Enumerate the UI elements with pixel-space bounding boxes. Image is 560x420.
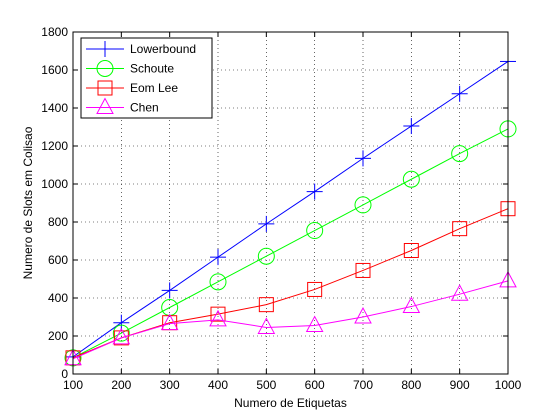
square-marker	[210, 306, 226, 322]
series-schoute	[64, 120, 517, 367]
legend-entry-lowerbound: Lowerbound	[86, 41, 196, 57]
x-tick-label: 900	[450, 378, 470, 392]
circle-marker	[112, 324, 130, 342]
x-tick-label: 1000	[495, 378, 522, 392]
y-tick-label: 1600	[41, 63, 68, 77]
plus-marker	[210, 249, 226, 266]
square-marker	[113, 330, 129, 346]
legend: Lowerbound Schoute Eom Lee Chen	[80, 37, 213, 119]
square-marker	[97, 80, 113, 96]
circle-marker	[354, 196, 372, 214]
legend-label: Chen	[130, 101, 159, 115]
legend-label: Lowerbound	[130, 42, 196, 56]
legend-entry-eom-lee: Eom Lee	[86, 80, 178, 96]
y-axis-label: Numero de Slots em Colisao	[21, 126, 35, 279]
square-marker	[258, 297, 274, 313]
plot-border	[72, 31, 509, 375]
triangle-marker	[160, 313, 179, 331]
triangle-marker	[209, 309, 227, 327]
axis-ticks: 100 200 300 400 500 600 700 800 900 1000 0 200 400 60…	[41, 25, 521, 392]
plus-marker	[258, 215, 275, 232]
series-lowerbound	[65, 53, 516, 365]
y-tick-label: 1200	[41, 139, 68, 153]
triangle-marker	[257, 317, 276, 334]
x-tick-label: 500	[256, 378, 276, 392]
circle-marker	[402, 170, 420, 188]
square-marker	[403, 243, 419, 258]
plus-marker	[355, 150, 371, 167]
legend-label: Eom Lee	[130, 81, 178, 95]
plus-marker	[161, 282, 178, 299]
y-tick-label: 800	[48, 215, 68, 229]
x-tick-label: 800	[401, 378, 421, 392]
circle-marker	[451, 145, 469, 163]
plus-marker	[451, 85, 468, 102]
legend-label: Schoute	[130, 62, 174, 76]
legend-entry-chen: Chen	[86, 97, 159, 115]
x-tick-label: 300	[160, 378, 180, 392]
y-tick-label: 1800	[41, 25, 68, 39]
y-tick-label: 0	[61, 367, 68, 381]
triangle-marker	[112, 327, 131, 345]
series-line-chen	[72, 280, 509, 360]
circle-marker	[306, 222, 324, 240]
y-tick-label: 400	[48, 291, 68, 305]
square-marker	[355, 262, 371, 278]
triangle-marker	[305, 315, 324, 333]
legend-entry-schoute: Schoute	[86, 60, 174, 77]
square-marker	[307, 281, 323, 297]
x-tick-label: 100	[63, 378, 83, 392]
triangle-marker	[402, 296, 421, 314]
triangle-marker	[450, 284, 469, 301]
triangle-marker	[96, 97, 114, 114]
y-tick-label: 1400	[41, 101, 68, 115]
series-layer	[64, 53, 517, 367]
x-axis-label: Numero de Etiquetas	[234, 396, 347, 410]
x-tick-label: 200	[111, 378, 131, 392]
series-line-schoute	[72, 128, 509, 359]
triangle-marker	[354, 306, 372, 324]
y-tick-label: 600	[48, 253, 68, 267]
plus-marker	[306, 183, 323, 200]
x-tick-label: 600	[305, 378, 325, 392]
x-tick-label: 700	[353, 378, 373, 392]
series-line-lowerbound	[72, 61, 509, 358]
circle-marker	[257, 247, 275, 265]
x-tick-label: 400	[208, 378, 228, 392]
plus-marker	[403, 118, 420, 135]
plus-marker	[97, 41, 113, 57]
legend-box	[80, 37, 213, 119]
y-tick-label: 1000	[41, 177, 68, 191]
series-chen	[64, 270, 517, 366]
y-tick-label: 200	[48, 329, 68, 343]
circle-marker	[96, 60, 114, 77]
circle-marker	[209, 273, 227, 291]
square-marker	[452, 221, 468, 237]
